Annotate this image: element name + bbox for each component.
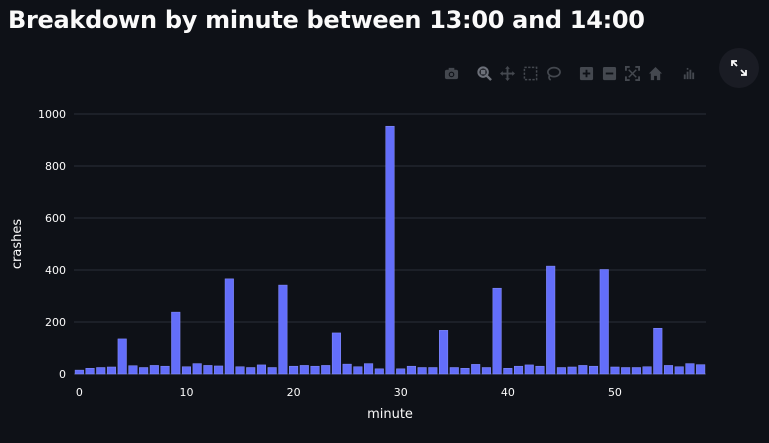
y-tick-label: 0 (59, 368, 66, 381)
y-tick-label: 1000 (38, 108, 66, 121)
bar[interactable] (503, 368, 513, 375)
bar[interactable] (235, 366, 245, 375)
chart-modebar (440, 62, 700, 84)
bar[interactable] (610, 366, 620, 375)
bar[interactable] (149, 365, 159, 375)
zoom-icon[interactable] (473, 62, 496, 84)
bar[interactable] (171, 311, 181, 375)
bar[interactable] (674, 366, 684, 375)
autoscale-icon[interactable] (621, 62, 644, 84)
bar[interactable] (246, 367, 256, 375)
bar[interactable] (364, 363, 374, 375)
plotly-logo-icon[interactable] (677, 62, 700, 84)
expand-icon (731, 60, 747, 76)
page-title: Breakdown by minute between 13:00 and 14… (8, 6, 645, 34)
x-tick-label: 20 (287, 386, 301, 399)
bar[interactable] (546, 265, 556, 375)
bar[interactable] (621, 367, 631, 375)
bar[interactable] (117, 338, 127, 375)
y-axis-label: crashes (10, 219, 25, 269)
y-tick-label: 600 (45, 212, 66, 225)
bar[interactable] (535, 365, 545, 375)
bar[interactable] (663, 365, 674, 375)
bar[interactable] (224, 278, 234, 375)
bar[interactable] (181, 366, 192, 375)
bar[interactable] (460, 368, 470, 375)
bar[interactable] (85, 368, 95, 375)
x-tick-label: 0 (76, 386, 83, 399)
bar[interactable] (289, 365, 299, 375)
chart-bars (74, 125, 706, 375)
bar[interactable] (588, 365, 599, 375)
bar[interactable] (471, 364, 481, 375)
bar[interactable] (428, 367, 438, 375)
x-tick-label: 50 (608, 386, 622, 399)
bar[interactable] (406, 365, 416, 375)
camera-icon[interactable] (440, 62, 463, 84)
bar[interactable] (106, 366, 117, 375)
bar[interactable] (514, 365, 524, 375)
x-axis-ticks: 0 10 20 30 40 50 (76, 386, 622, 399)
bar[interactable] (385, 125, 395, 375)
bar[interactable] (353, 366, 363, 375)
zoom-in-icon[interactable] (575, 62, 598, 84)
bar[interactable] (524, 364, 534, 375)
bar[interactable] (439, 330, 449, 375)
pan-icon[interactable] (496, 62, 519, 84)
bar[interactable] (481, 367, 491, 375)
bar[interactable] (203, 365, 213, 375)
bar[interactable] (74, 369, 84, 375)
y-tick-label: 200 (45, 316, 66, 329)
x-tick-label: 10 (179, 386, 193, 399)
bar[interactable] (492, 287, 502, 375)
bar[interactable] (396, 368, 406, 375)
bar[interactable] (192, 363, 202, 375)
x-tick-label: 30 (394, 386, 408, 399)
bar[interactable] (556, 367, 566, 375)
bar[interactable] (685, 363, 695, 375)
bar[interactable] (567, 366, 577, 375)
bar[interactable] (310, 365, 320, 375)
reset-axes-icon[interactable] (644, 62, 667, 84)
y-tick-label: 800 (45, 160, 66, 173)
bar[interactable] (374, 368, 384, 375)
zoom-out-icon[interactable] (598, 62, 621, 84)
fullscreen-button[interactable] (719, 48, 759, 88)
bar[interactable] (642, 366, 652, 375)
bar[interactable] (96, 367, 106, 375)
bar[interactable] (696, 364, 706, 375)
y-tick-label: 400 (45, 264, 66, 277)
x-tick-label: 40 (501, 386, 515, 399)
bar[interactable] (267, 367, 277, 375)
bar[interactable] (417, 367, 427, 375)
bar[interactable] (278, 284, 288, 375)
bar[interactable] (578, 365, 588, 375)
bar[interactable] (599, 269, 609, 375)
bar[interactable] (331, 332, 341, 375)
bar[interactable] (631, 367, 641, 375)
y-axis-ticks: 0 200 400 600 800 1000 (38, 108, 66, 381)
lasso-icon[interactable] (542, 62, 565, 84)
bar[interactable] (342, 363, 352, 375)
bar[interactable] (160, 365, 170, 375)
bar[interactable] (214, 365, 224, 375)
bar[interactable] (321, 365, 331, 375)
bar[interactable] (128, 365, 138, 375)
box-select-icon[interactable] (519, 62, 542, 84)
bar[interactable] (299, 365, 309, 375)
bar[interactable] (653, 327, 663, 375)
bar[interactable] (139, 367, 149, 375)
x-axis-label: minute (367, 407, 413, 422)
bar[interactable] (449, 367, 459, 375)
bar[interactable] (256, 364, 266, 375)
